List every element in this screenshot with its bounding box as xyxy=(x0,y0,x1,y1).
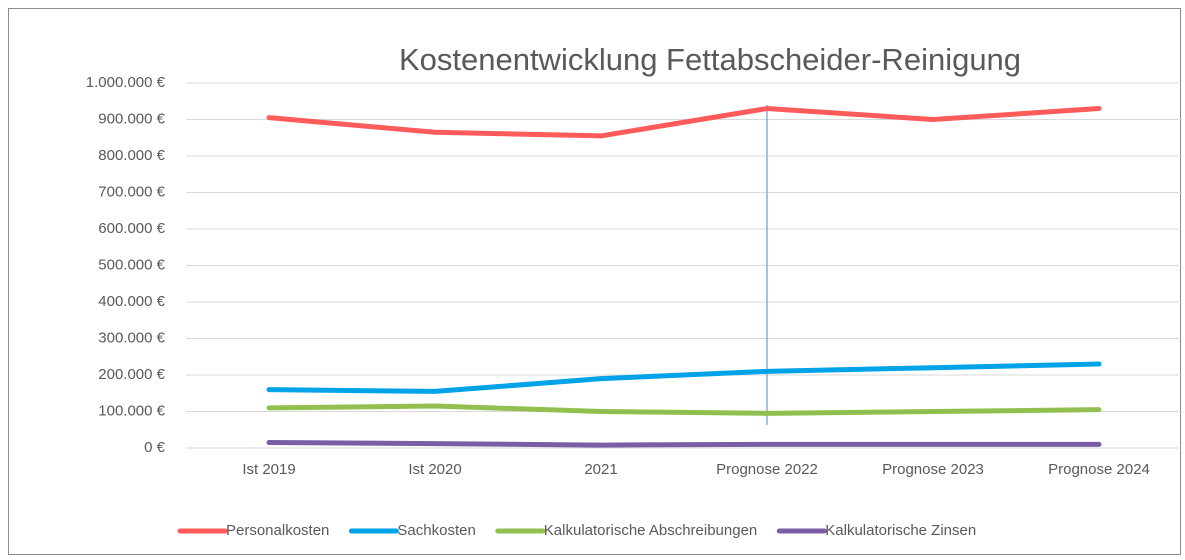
y-tick-label: 500.000 € xyxy=(98,256,165,273)
x-tick-label: Prognose 2024 xyxy=(1048,461,1150,478)
y-tick-label: 300.000 € xyxy=(98,329,165,346)
series-line xyxy=(266,106,1102,139)
y-tick-label: 1.000.000 € xyxy=(86,74,166,91)
x-tick-label: 2021 xyxy=(584,461,617,478)
y-tick-label: 900.000 € xyxy=(98,110,165,127)
legend-label: Kalkulatorische Abschreibungen xyxy=(544,522,757,539)
series-line xyxy=(266,440,1102,448)
legend-label: Personalkosten xyxy=(226,522,329,539)
y-tick-label: 400.000 € xyxy=(98,293,165,310)
y-tick-label: 700.000 € xyxy=(98,183,165,200)
y-tick-label: 200.000 € xyxy=(98,366,165,383)
y-tick-label: 100.000 € xyxy=(98,402,165,419)
chart-border xyxy=(8,8,1181,555)
legend-label: Kalkulatorische Zinsen xyxy=(825,522,976,539)
x-tick-label: Ist 2020 xyxy=(408,461,461,478)
y-tick-label: 0 € xyxy=(144,439,166,456)
chart-title: Kostenentwicklung Fettabscheider-Reinigu… xyxy=(399,42,1021,77)
series-line xyxy=(266,361,1102,394)
series-line xyxy=(266,403,1102,416)
y-tick-label: 600.000 € xyxy=(98,220,165,237)
x-tick-label: Prognose 2022 xyxy=(716,461,818,478)
x-tick-label: Prognose 2023 xyxy=(882,461,984,478)
y-tick-label: 800.000 € xyxy=(98,147,165,164)
x-tick-label: Ist 2019 xyxy=(242,461,295,478)
legend-label: Sachkosten xyxy=(397,522,475,539)
